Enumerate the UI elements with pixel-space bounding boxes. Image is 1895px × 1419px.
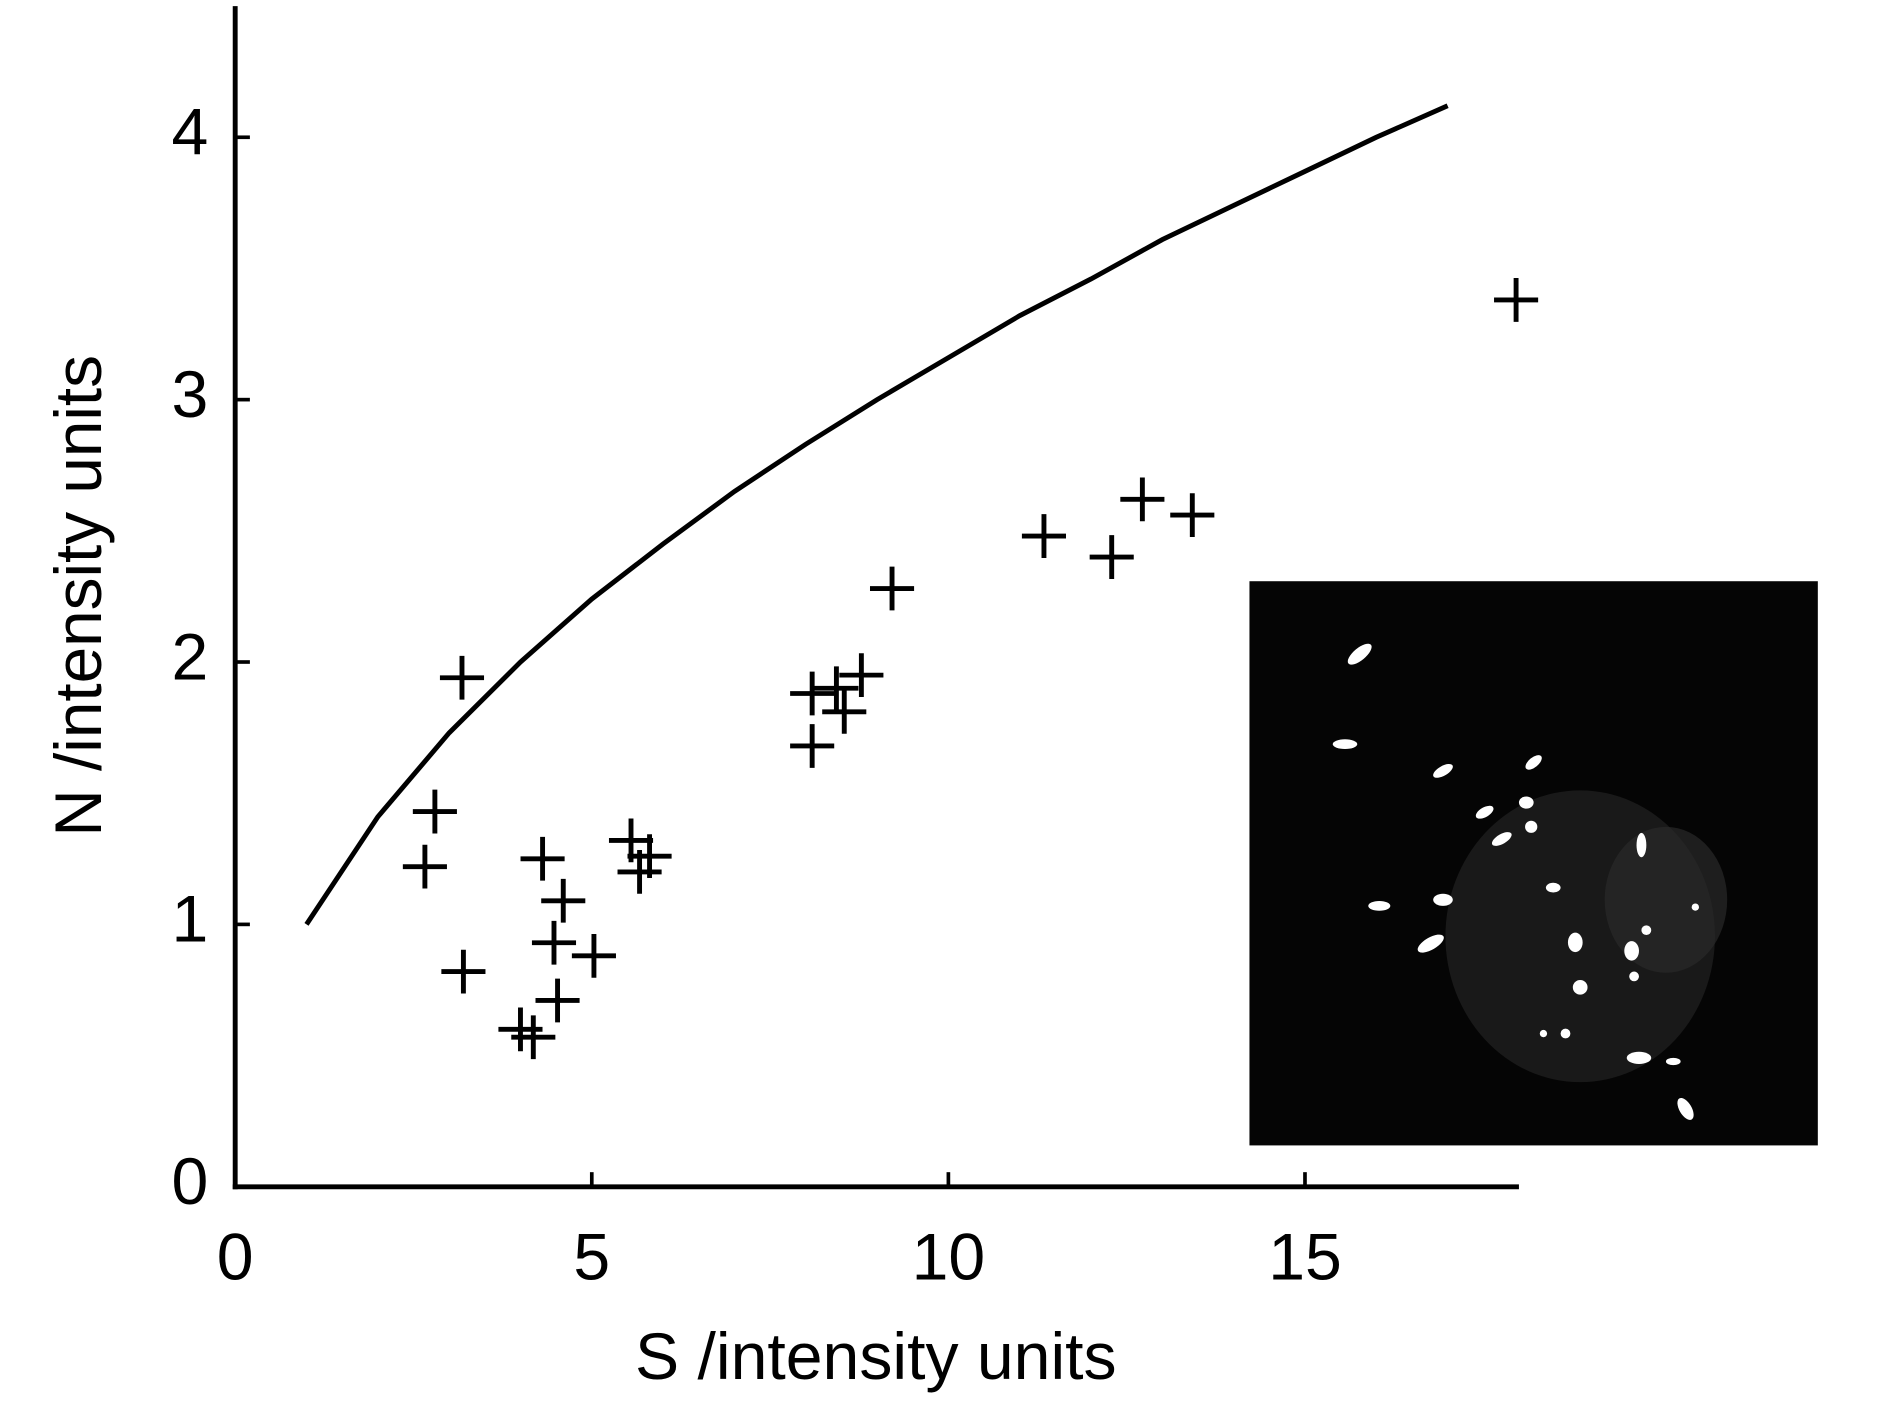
y-tick-label: 1: [171, 882, 208, 956]
point: [822, 689, 867, 734]
point: [1021, 514, 1067, 558]
point: [1120, 477, 1165, 522]
y-tick-label: 4: [171, 95, 208, 169]
point: [498, 1007, 543, 1052]
point: [412, 789, 457, 834]
point: [790, 671, 835, 716]
point: [571, 933, 616, 978]
y-tick-label: 0: [171, 1144, 208, 1218]
x-tick-label: 10: [912, 1220, 986, 1294]
x-tick-label: 5: [573, 1220, 610, 1294]
inset-image: [1249, 581, 1818, 1146]
point: [839, 653, 884, 698]
point: [790, 724, 835, 768]
point: [1494, 278, 1539, 322]
point: [441, 949, 486, 994]
y-axis-label: N /intensity units: [41, 355, 115, 837]
y-tick-label: 3: [171, 357, 208, 431]
point: [1170, 493, 1215, 537]
point: [439, 655, 485, 700]
point: [520, 836, 565, 881]
point: [402, 844, 447, 889]
point: [511, 1015, 556, 1060]
point: [541, 878, 586, 923]
x-axis-label: S /intensity units: [635, 1319, 1117, 1393]
point: [531, 920, 577, 965]
x-tick-label: 15: [1268, 1220, 1342, 1294]
point: [1089, 535, 1134, 579]
x-tick-label: 0: [217, 1220, 254, 1294]
point: [814, 666, 859, 711]
point: [535, 978, 580, 1023]
curve: [304, 103, 1449, 926]
y-tick-label: 2: [171, 620, 208, 694]
point: [869, 566, 915, 611]
point: [617, 850, 662, 894]
